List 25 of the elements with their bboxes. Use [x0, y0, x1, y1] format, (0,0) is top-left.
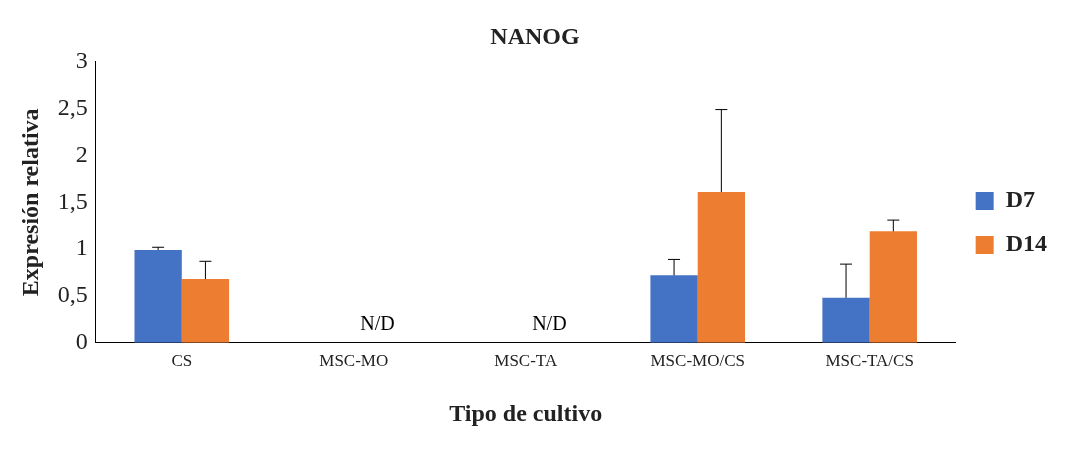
x-tick-label: MSC-TA: [494, 351, 558, 371]
legend-label: D7: [1005, 186, 1036, 213]
x-tick-label: MSC-MO: [319, 351, 389, 371]
legend-label: D14: [1005, 230, 1048, 257]
y-tick-label: 1: [75, 234, 88, 261]
chart-title: NANOG: [490, 22, 580, 49]
x-tick-label: CS: [171, 351, 193, 371]
x-tick-label: MSC-MO/CS: [650, 351, 745, 371]
y-tick-label: 3: [75, 47, 88, 74]
y-tick-label: 2,5: [57, 93, 88, 120]
bar: [134, 250, 182, 343]
bar: [822, 297, 870, 343]
y-tick-label: 0,5: [57, 281, 88, 308]
bar: [697, 192, 745, 343]
annotation: N/D: [360, 312, 395, 335]
x-tick-label: MSC-TA/CS: [825, 351, 914, 371]
bar: [869, 231, 917, 343]
y-tick-label: 1,5: [57, 187, 88, 214]
y-tick-label: 2: [75, 140, 88, 167]
bar: [650, 275, 698, 343]
annotation: N/D: [532, 312, 567, 335]
y-axis-title: Expresión relativa: [16, 108, 43, 297]
x-axis-title: Tipo de cultivo: [449, 399, 603, 426]
y-tick-label: 0: [75, 328, 88, 355]
bar: [181, 279, 230, 343]
